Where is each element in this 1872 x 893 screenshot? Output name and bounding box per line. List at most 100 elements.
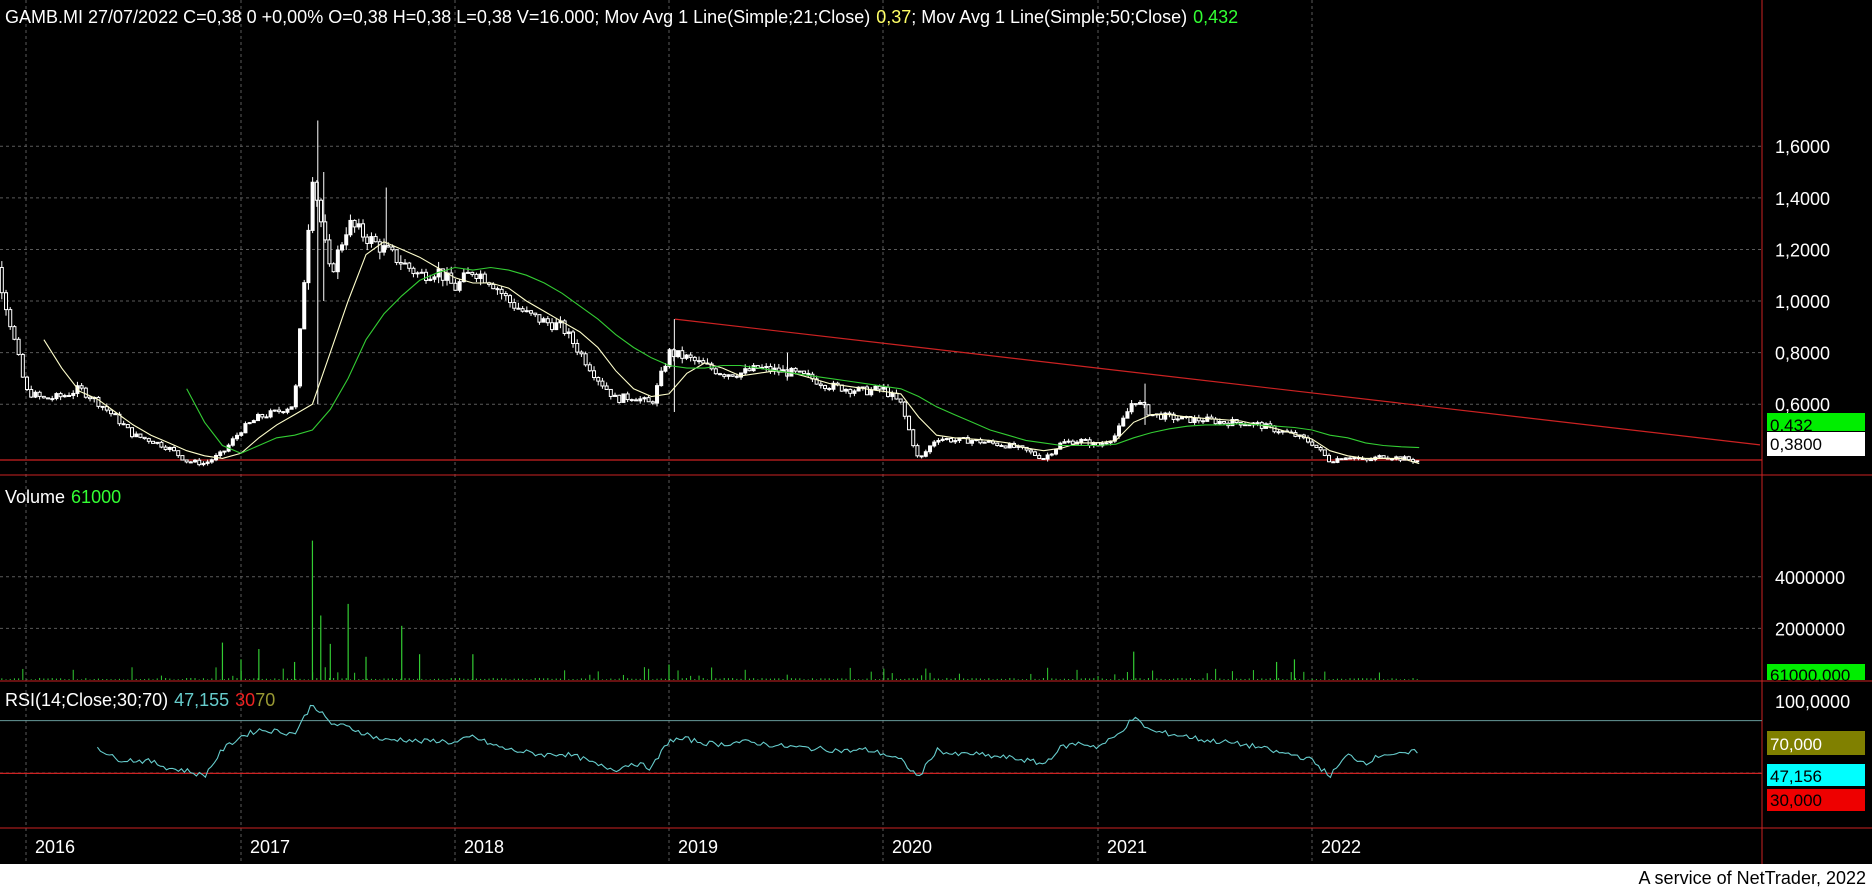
rsi30-badge: [1767, 789, 1865, 811]
candle: [671, 348, 676, 362]
candle: [142, 436, 147, 440]
candle-body-up: [62, 395, 67, 398]
candle-body-up: [676, 350, 681, 358]
candle-body-down: [747, 368, 752, 372]
candle: [545, 316, 550, 326]
candle: [130, 427, 135, 439]
candle: [592, 366, 597, 381]
candle: [1142, 401, 1147, 409]
candle-body-up: [33, 391, 38, 398]
candle-body-down: [608, 388, 613, 397]
candle: [1310, 439, 1315, 446]
volume-tick-label: 2000000: [1775, 619, 1845, 639]
candle-body-down: [634, 399, 639, 402]
candle-body-up: [1352, 457, 1357, 460]
candle: [1159, 411, 1164, 420]
candle-body-down: [1159, 413, 1164, 420]
candle-body-down: [965, 437, 970, 444]
candle-body-down: [386, 245, 391, 248]
candle: [1343, 457, 1348, 461]
candles: [0, 120, 1420, 467]
candle-body-down: [911, 429, 916, 447]
candle-body-up: [239, 432, 244, 436]
candle-body-down: [1327, 454, 1332, 463]
candle-body-up: [243, 423, 248, 434]
x-axis-label: 2018: [464, 837, 504, 857]
candle-body-down: [407, 262, 412, 269]
candle-body-down: [104, 406, 109, 411]
candle-body-down: [1339, 458, 1344, 461]
candle: [856, 386, 861, 392]
candle-body-up: [348, 219, 353, 236]
candle: [818, 380, 823, 389]
candle-body-up: [298, 328, 303, 387]
candle-body-down: [503, 293, 508, 297]
candle-body-down: [592, 370, 597, 379]
candle: [33, 390, 38, 399]
candle: [907, 415, 912, 431]
candle-body-up: [726, 374, 731, 377]
rsi-low: 30: [235, 690, 255, 710]
candle-body-up: [1138, 401, 1143, 405]
candle-body-down: [680, 350, 685, 359]
candle: [361, 219, 366, 242]
volume-header: Volume 61000: [5, 487, 121, 507]
candle-body-down: [109, 409, 114, 415]
candle-body-up: [230, 438, 235, 446]
candle-body-down: [508, 295, 513, 304]
candle: [348, 214, 353, 238]
candle: [100, 405, 105, 411]
candle: [222, 450, 227, 455]
candle-body-up: [1058, 442, 1063, 450]
candle: [642, 396, 647, 403]
candle: [949, 437, 954, 444]
candle: [688, 352, 693, 362]
ma50-label: ; Mov Avg 1 Line(Simple;50;Close): [911, 7, 1187, 27]
candle: [692, 355, 697, 365]
candle: [508, 294, 513, 308]
candle-body-down: [281, 411, 286, 414]
candle-body-up: [466, 271, 471, 274]
candle-body-down: [180, 455, 185, 461]
candle: [1163, 411, 1168, 422]
candle-body-down: [1322, 449, 1327, 456]
candle-body-down: [424, 271, 429, 282]
candle: [579, 350, 584, 357]
candle-body-up: [953, 440, 958, 443]
candle: [495, 286, 500, 295]
candle-body-down: [352, 219, 357, 228]
candle-body-up: [655, 385, 660, 404]
candle-body-up: [1230, 419, 1235, 427]
rsi-axis: 100,0000: [1775, 692, 1850, 712]
candle-body-up: [852, 390, 857, 394]
candle-body-down: [1041, 458, 1046, 461]
candle-body-up: [302, 282, 307, 330]
candle-body-down: [688, 354, 693, 358]
candle-body-up: [1335, 458, 1340, 463]
candle-body-down: [96, 396, 101, 407]
grid-lines: [0, 0, 1762, 864]
candle-body-down: [453, 282, 458, 291]
candle: [453, 279, 458, 291]
candle-body-up: [928, 445, 933, 453]
candle: [403, 259, 408, 265]
candle-body-up: [1079, 438, 1084, 443]
candle-body-down: [197, 459, 202, 466]
x-axis-label: 2017: [250, 837, 290, 857]
candle-body-up: [667, 349, 672, 367]
candle-body-down: [617, 394, 622, 403]
candle-body-down: [915, 445, 920, 457]
candle-body-down: [482, 273, 487, 284]
candle: [848, 388, 853, 398]
candle: [8, 307, 13, 330]
candle-body-down: [1003, 445, 1008, 449]
candle: [613, 392, 618, 397]
candle-body-up: [831, 382, 836, 390]
candle: [684, 354, 689, 361]
candle: [340, 242, 345, 253]
candle-body-up: [642, 397, 647, 400]
candle-body-down: [37, 391, 42, 397]
candle-body-down: [361, 223, 366, 238]
candle-body-down: [499, 288, 504, 295]
candle: [919, 455, 924, 459]
